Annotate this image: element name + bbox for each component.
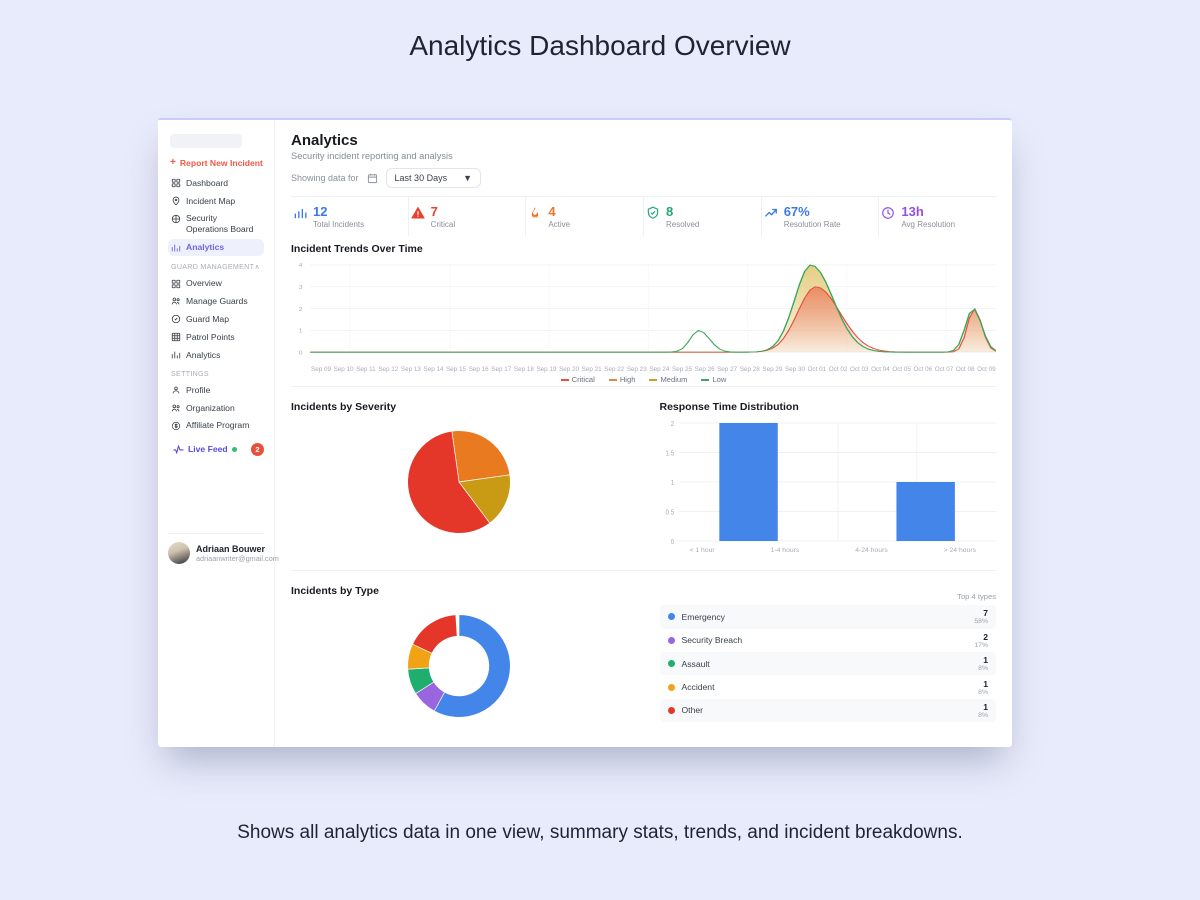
svg-text:4: 4 bbox=[299, 264, 303, 269]
svg-text:2: 2 bbox=[670, 421, 674, 428]
svg-text:0: 0 bbox=[299, 351, 303, 356]
svg-text:3: 3 bbox=[299, 286, 303, 291]
svg-text:2: 2 bbox=[299, 308, 303, 313]
svg-text:0: 0 bbox=[670, 539, 674, 545]
svg-text:1: 1 bbox=[299, 329, 303, 334]
svg-text:1: 1 bbox=[670, 480, 674, 487]
svg-text:0.5: 0.5 bbox=[665, 510, 674, 517]
svg-text:1.5: 1.5 bbox=[665, 451, 674, 458]
